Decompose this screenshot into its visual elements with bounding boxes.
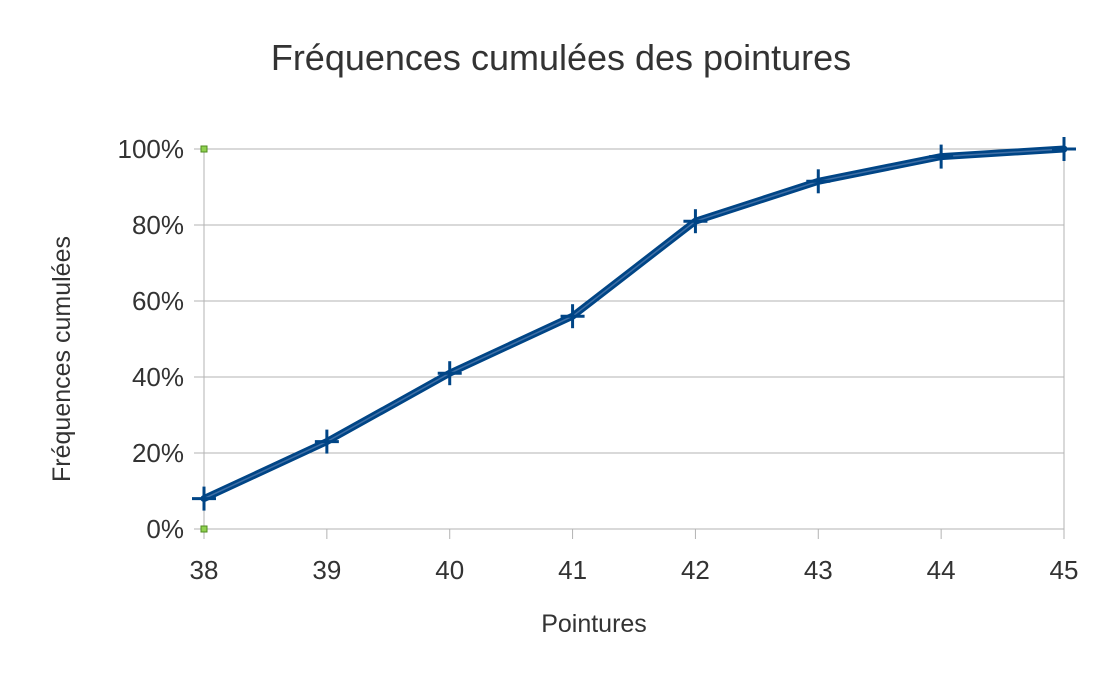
- data-point-marker: [806, 169, 831, 194]
- axis-selection-handle: [200, 145, 208, 153]
- series-line: [200, 145, 1068, 503]
- y-tick-label: 100%: [118, 134, 185, 164]
- y-tick-label: 60%: [132, 286, 184, 316]
- chart-title: Fréquences cumulées des pointures: [271, 37, 851, 78]
- x-tick-label: 41: [558, 555, 587, 585]
- x-tick-label: 40: [435, 555, 464, 585]
- grid-lines: [194, 148, 1064, 530]
- y-axis-title: Fréquences cumulées: [48, 236, 76, 482]
- axis-selection-handle: [200, 525, 208, 533]
- y-tick-label: 0%: [146, 514, 184, 544]
- y-tick-labels: 0% 20% 40% 60% 80% 100%: [118, 134, 185, 544]
- x-tick-label: 38: [190, 555, 219, 585]
- x-tick-label: 42: [681, 555, 710, 585]
- data-series: [192, 137, 1076, 511]
- data-point-marker: [437, 361, 462, 386]
- data-point-marker: [314, 429, 339, 454]
- x-tick-label: 44: [927, 555, 956, 585]
- selection-handles: [200, 145, 208, 533]
- x-tick-labels: 38 39 40 41 42 43 44 45: [190, 555, 1079, 585]
- x-tick-label: 39: [312, 555, 341, 585]
- data-point-marker: [683, 209, 708, 234]
- y-tick-label: 40%: [132, 362, 184, 392]
- axes: [203, 149, 1065, 539]
- data-point-marker: [929, 144, 954, 169]
- x-axis-title: Pointures: [541, 610, 647, 638]
- y-tick-label: 80%: [132, 210, 184, 240]
- series-line-highlight: [203, 148, 1065, 500]
- data-point-marker: [1052, 137, 1076, 161]
- x-tick-label: 43: [804, 555, 833, 585]
- data-point-marker: [192, 486, 216, 511]
- y-tick-label: 20%: [132, 438, 184, 468]
- x-tick-label: 45: [1050, 555, 1079, 585]
- data-point-marker: [560, 304, 585, 329]
